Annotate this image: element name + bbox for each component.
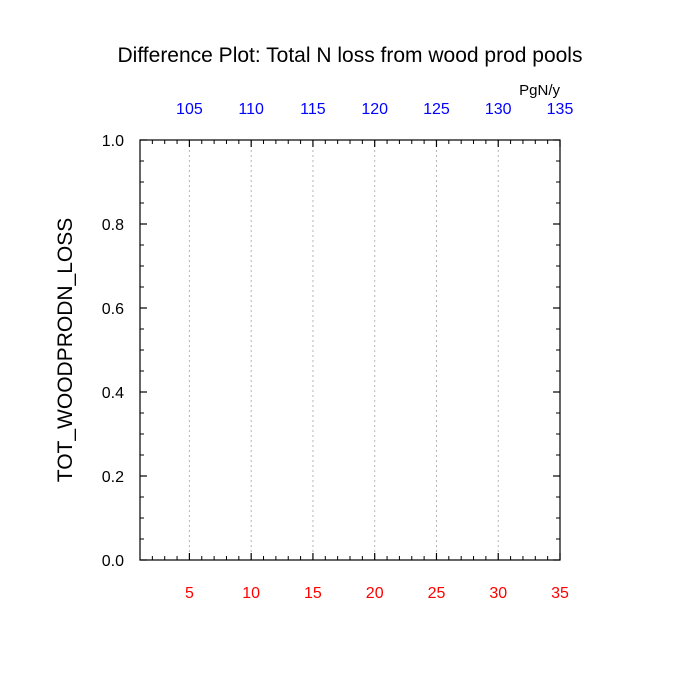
minor-ticks (139, 140, 560, 560)
x-tick-label: 5 (185, 585, 194, 602)
x-tick-label: 20 (366, 585, 384, 602)
top-axis-tick-label: 105 (176, 101, 203, 118)
top-axis-tick-label: 115 (300, 101, 326, 118)
y-tick-label: 0.6 (102, 301, 124, 318)
y-axis-label: TOT_WOODPRODN_LOSS (54, 218, 77, 483)
top-axis-tick-label: 120 (361, 101, 388, 118)
top-axis-tick-label: 130 (485, 101, 512, 118)
x-tick-label: 35 (551, 585, 569, 602)
chart-title: Difference Plot: Total N loss from wood … (118, 44, 583, 67)
y-tick-label: 0.4 (102, 385, 124, 402)
y-tick-label: 0.0 (102, 553, 124, 570)
major-ticks (140, 139, 561, 561)
top-axis-tick-label: 110 (238, 101, 264, 118)
grid-lines (188, 140, 499, 560)
x-tick-label: 30 (489, 585, 507, 602)
x-tick-label: 25 (428, 585, 446, 602)
y-tick-label: 0.8 (102, 217, 124, 234)
units-label: PgN/y (519, 82, 560, 99)
plot-frame (139, 139, 561, 561)
left-axis-tick-labels: 0.0 0.2 0.4 0.6 0.8 1.0 (102, 133, 124, 570)
x-tick-label: 15 (304, 585, 322, 602)
top-axis-tick-label: 125 (423, 101, 450, 118)
top-axis-tick-labels: 105 110 115 120 125 130 135 (176, 101, 573, 118)
y-tick-label: 1.0 (102, 133, 124, 150)
y-tick-label: 0.2 (102, 469, 124, 486)
top-axis-tick-label: 135 (547, 101, 574, 118)
x-tick-label: 10 (242, 585, 260, 602)
bottom-axis-tick-labels: 5 10 15 20 25 30 35 (185, 585, 569, 602)
